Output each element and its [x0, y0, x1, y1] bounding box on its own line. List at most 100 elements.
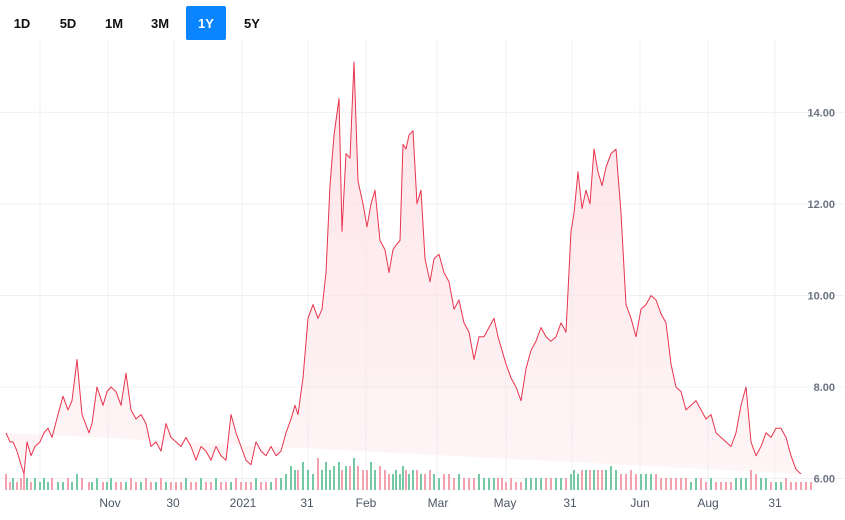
volume-bar [384, 470, 386, 490]
volume-bar [265, 482, 267, 490]
price-series-line [5, 61, 802, 475]
volume-bar [710, 478, 712, 490]
range-button-1d[interactable]: 1D [2, 6, 42, 40]
volume-bar [601, 470, 603, 490]
volume-bar [605, 470, 607, 490]
volume-bar [620, 474, 622, 490]
volume-bar [120, 482, 122, 490]
volume-bar [294, 470, 296, 490]
volume-bar [110, 478, 112, 490]
volume-bar [655, 474, 657, 490]
volume-bar [805, 482, 807, 490]
x-axis-ticks: Nov 30 2021 31 Feb Mar May 31 Jun Aug 31 [99, 496, 782, 510]
range-button-5y[interactable]: 5Y [232, 6, 272, 40]
volume-bar [106, 482, 108, 490]
volume-bar [405, 470, 407, 490]
volume-bar [325, 462, 327, 490]
volume-bar [26, 478, 28, 490]
volume-bar [497, 478, 499, 490]
volume-bar [205, 482, 207, 490]
volume-bar [395, 470, 397, 490]
range-button-3m[interactable]: 3M [140, 6, 180, 40]
volume-bar [349, 466, 351, 490]
range-button-1m[interactable]: 1M [94, 6, 134, 40]
range-button-5d[interactable]: 5D [48, 6, 88, 40]
volume-bar [366, 470, 368, 490]
volume-bar [220, 482, 222, 490]
x-tick-label: 31 [300, 496, 314, 510]
volume-bar [245, 482, 247, 490]
volume-bar [635, 474, 637, 490]
volume-bar [770, 482, 772, 490]
volume-bar [9, 482, 11, 490]
volume-bar [775, 482, 777, 490]
volume-bar [501, 478, 503, 490]
volume-bar [589, 470, 591, 490]
volume-bar [125, 482, 127, 490]
volume-bar [790, 482, 792, 490]
volume-bar [573, 470, 575, 490]
volume-bar [730, 482, 732, 490]
volume-bar [453, 478, 455, 490]
volume-bar [585, 470, 587, 490]
volume-bar [424, 474, 426, 490]
volume-bar [785, 478, 787, 490]
volume-bar [705, 482, 707, 490]
volume-bar [302, 462, 304, 490]
volume-bar [630, 470, 632, 490]
volume-bar [597, 470, 599, 490]
volume-bar [250, 482, 252, 490]
volume-bar [392, 474, 394, 490]
volume-bar [685, 478, 687, 490]
volume-bar [275, 478, 277, 490]
volume-bar [560, 478, 562, 490]
volume-bar [370, 462, 372, 490]
volume-bar [280, 478, 282, 490]
volume-bar [170, 482, 172, 490]
volume-bar [39, 482, 41, 490]
volume-bar [795, 482, 797, 490]
y-tick-label: 12.00 [807, 199, 835, 211]
volume-bar [760, 478, 762, 490]
volume-bar [357, 466, 359, 490]
volume-bar [402, 466, 404, 490]
volume-bar [180, 482, 182, 490]
price-area [6, 62, 801, 474]
volume-bar [545, 478, 547, 490]
volume-bar [353, 458, 355, 490]
volume-bar [615, 470, 617, 490]
volume-bar [115, 482, 117, 490]
volume-bar [520, 482, 522, 490]
volume-bar [195, 482, 197, 490]
volume-bar [190, 482, 192, 490]
volume-bar [165, 482, 167, 490]
volume-bar [88, 482, 90, 490]
volume-bar [448, 474, 450, 490]
volume-bar [720, 482, 722, 490]
volume-bar [34, 478, 36, 490]
volume-bar [362, 470, 364, 490]
time-range-selector: 1D 5D 1M 3M 1Y 5Y [0, 6, 272, 40]
volume-bar [725, 482, 727, 490]
volume-bar [505, 482, 507, 490]
volume-bar [20, 478, 22, 490]
volume-bar [200, 478, 202, 490]
volume-bar [23, 474, 25, 490]
area-layer [5, 61, 802, 475]
range-button-1y[interactable]: 1Y [186, 6, 226, 40]
x-tick-label: Aug [697, 496, 718, 510]
volume-bar [270, 482, 272, 490]
volume-bar [338, 462, 340, 490]
volume-bar [374, 470, 376, 490]
volume-bar [581, 470, 583, 490]
volume-bar [750, 470, 752, 490]
volume-bar [140, 482, 142, 490]
volume-bar [640, 474, 642, 490]
volume-bar [260, 482, 262, 490]
x-tick-label: Jun [630, 496, 649, 510]
y-axis-ticks: 6.00 8.00 10.00 12.00 14.00 [807, 107, 835, 485]
volume-bar [468, 478, 470, 490]
volume-bar [145, 478, 147, 490]
volume-bar [412, 470, 414, 490]
volume-bar [483, 478, 485, 490]
